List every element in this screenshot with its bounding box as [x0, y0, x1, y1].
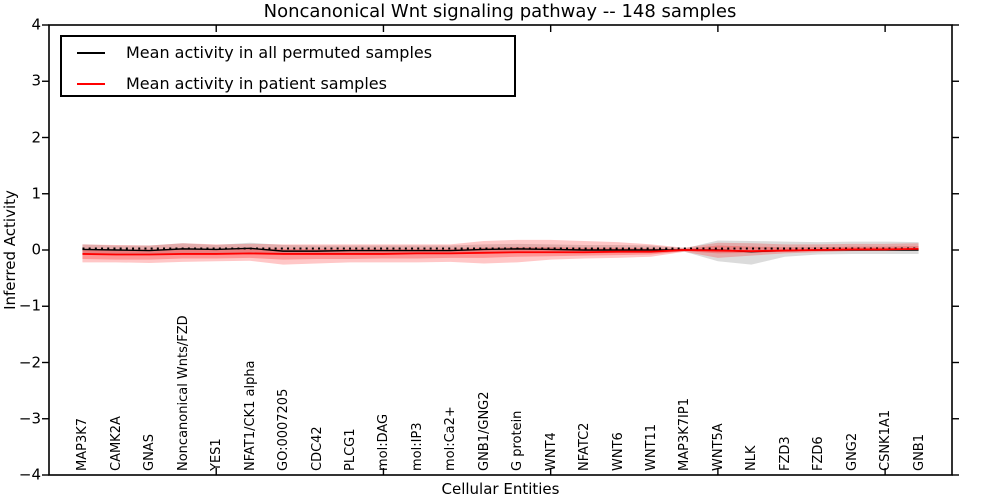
chart-title: Noncanonical Wnt signaling pathway -- 14… — [263, 1, 737, 22]
legend-label-permuted: Mean activity in all permuted samples — [126, 43, 433, 62]
y-tick-label: −1 — [18, 296, 41, 315]
y-tick-label: −3 — [18, 409, 41, 428]
y-tick-label: 0 — [31, 240, 41, 259]
legend-line-patient-swatch — [77, 83, 105, 85]
y-tick-labels: 4 3 2 1 0 −1 −2 −3 −4 — [0, 0, 45, 500]
x-axis-label: Cellular Entities — [441, 480, 560, 498]
legend-label-patient: Mean activity in patient samples — [126, 74, 387, 93]
y-tick-label: −4 — [18, 465, 41, 484]
y-tick-label: 3 — [31, 71, 41, 90]
y-tick-label: 2 — [31, 128, 41, 147]
y-tick-label: −2 — [18, 353, 41, 372]
y-tick-label: 4 — [31, 15, 41, 34]
legend: Mean activity in all permuted samples Me… — [60, 35, 516, 97]
y-tick-label: 1 — [31, 184, 41, 203]
patient-mean-line — [82, 247, 919, 256]
legend-line-permuted-swatch — [77, 52, 105, 54]
